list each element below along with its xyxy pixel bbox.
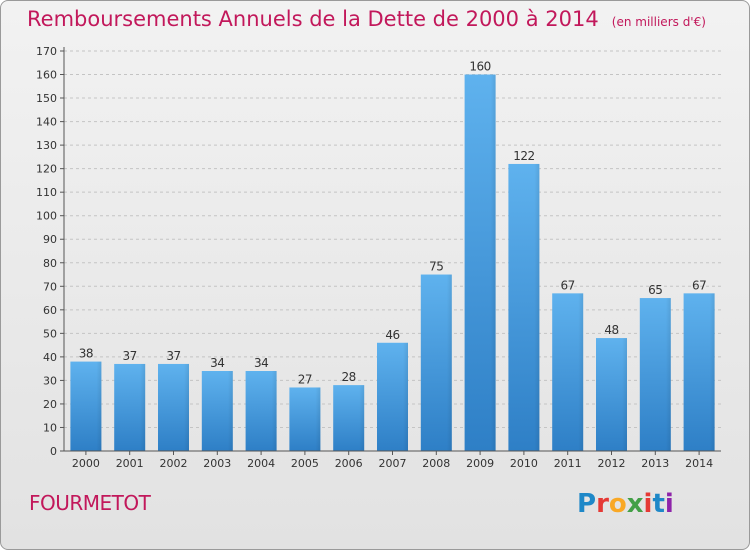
x-tick-label: 2000 <box>72 457 100 470</box>
commune-name: FOURMETOT <box>29 491 151 515</box>
logo-letter: o <box>608 489 627 519</box>
bar-2005 <box>289 387 321 451</box>
x-tick-label: 2008 <box>422 457 450 470</box>
y-tick-label: 90 <box>43 233 57 246</box>
bar-2001 <box>114 363 146 451</box>
bar-shade <box>446 274 452 451</box>
y-tick-label: 140 <box>36 116 57 129</box>
bar-shade <box>315 387 321 451</box>
y-tick-label: 150 <box>36 92 57 105</box>
y-tick-label: 70 <box>43 280 57 293</box>
y-tick-label: 60 <box>43 304 57 317</box>
bar-shade <box>359 385 365 451</box>
x-tick-label: 2014 <box>685 457 713 470</box>
bar-shade <box>622 338 627 451</box>
logo-letter: x <box>626 489 644 519</box>
x-tick-label: 2013 <box>641 457 669 470</box>
y-tick-label: 130 <box>36 139 57 152</box>
bar-2000 <box>70 361 102 451</box>
bar-2011 <box>552 293 584 451</box>
logo-letter: i <box>664 489 674 519</box>
bar-2014 <box>683 293 715 451</box>
value-label: 160 <box>469 60 490 74</box>
bar-2010 <box>508 163 540 452</box>
y-tick-label: 160 <box>36 69 57 82</box>
x-tick-label: 2007 <box>379 457 407 470</box>
bar-2013 <box>639 298 671 451</box>
value-label: 65 <box>648 283 662 297</box>
value-label: 122 <box>513 149 534 163</box>
x-tick-label: 2003 <box>203 457 231 470</box>
bar-shade <box>665 298 671 451</box>
y-tick-label: 20 <box>43 398 57 411</box>
y-tick-label: 30 <box>43 374 57 387</box>
value-label: 28 <box>342 370 356 384</box>
bar-2008 <box>420 274 452 451</box>
value-label: 34 <box>254 356 268 370</box>
y-tick-label: 80 <box>43 257 57 270</box>
y-tick-label: 170 <box>36 45 57 58</box>
x-tick-label: 2004 <box>247 457 275 470</box>
value-label: 67 <box>692 278 706 292</box>
bars-layer: 38 37 37 34 34 27 28 46 75 160 122 67 48 65 67 <box>70 60 715 452</box>
bar-2007 <box>377 342 408 451</box>
value-label: 37 <box>166 349 180 363</box>
logo-letter: t <box>652 489 665 519</box>
chart-unit: (en milliers d'€) <box>611 15 706 29</box>
value-label: 48 <box>604 323 618 337</box>
y-tick-label: 0 <box>50 445 57 458</box>
x-tick-label: 2006 <box>335 457 363 470</box>
bar-shade <box>271 371 277 451</box>
axis-layer: 0 10 20 30 40 50 60 70 80 90 100 110 120 130 140 150 160… <box>36 45 721 470</box>
chart-title: Remboursements Annuels de la Dette de 20… <box>27 7 599 31</box>
logo-letter: P <box>577 489 597 519</box>
x-tick-label: 2011 <box>554 457 582 470</box>
y-tick-label: 40 <box>43 351 57 364</box>
bar-shade <box>140 363 146 451</box>
value-label: 67 <box>561 278 575 292</box>
bar-shade <box>227 371 233 451</box>
bar-shade <box>490 74 496 451</box>
y-tick-label: 120 <box>36 163 57 176</box>
x-tick-label: 2001 <box>116 457 144 470</box>
x-tick-label: 2005 <box>291 457 319 470</box>
bar-2009 <box>464 74 496 451</box>
value-label: 38 <box>79 347 93 361</box>
bar-shade <box>403 342 408 451</box>
value-label: 46 <box>385 328 399 342</box>
bar-shade <box>709 293 715 451</box>
value-label: 27 <box>298 372 312 386</box>
bar-shade <box>96 361 102 451</box>
logo-letter: r <box>596 489 609 519</box>
bar-2006 <box>333 385 365 451</box>
bar-2004 <box>245 371 277 451</box>
value-label: 75 <box>429 260 443 274</box>
x-tick-label: 2009 <box>466 457 494 470</box>
proxiti-logo: Proxiti <box>577 489 674 519</box>
bar-shade <box>534 163 540 452</box>
x-tick-label: 2010 <box>510 457 538 470</box>
chart-title-block: Remboursements Annuels de la Dette de 20… <box>27 7 706 31</box>
bar-2012 <box>596 338 627 451</box>
bar-2002 <box>158 363 189 451</box>
bar-shade <box>184 363 189 451</box>
x-tick-label: 2012 <box>598 457 626 470</box>
y-tick-label: 100 <box>36 210 57 223</box>
bar-2003 <box>201 371 233 451</box>
bar-shade <box>578 293 584 451</box>
y-tick-label: 10 <box>43 421 57 434</box>
logo-letter: i <box>643 489 653 519</box>
y-tick-label: 110 <box>36 186 57 199</box>
value-label: 37 <box>123 349 137 363</box>
x-tick-label: 2002 <box>160 457 188 470</box>
y-tick-label: 50 <box>43 327 57 340</box>
value-label: 34 <box>210 356 224 370</box>
